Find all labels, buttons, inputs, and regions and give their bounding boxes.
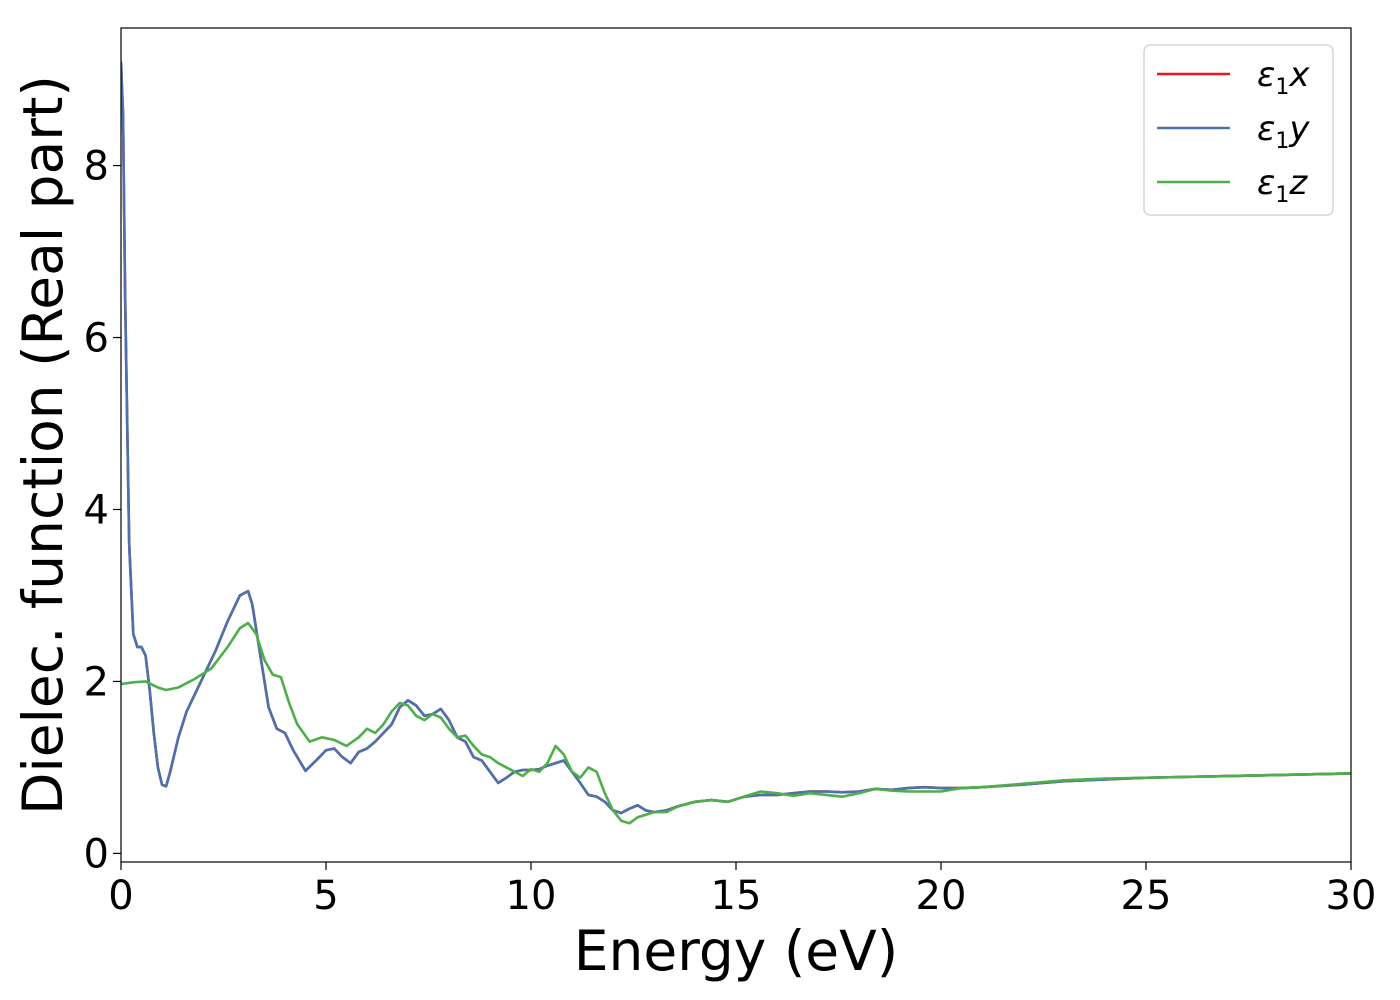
x-tick-label: 5 [313,873,338,919]
legend-label-y: ε1y [1257,109,1310,154]
series-line-z [121,621,1351,825]
y-tick-label: 2 [84,659,109,705]
y-tick-label: 4 [84,487,109,533]
legend-box [1143,44,1334,216]
y-tick-label: 0 [84,831,109,877]
y-axis-label: Dielec. function (Real part) [11,75,75,815]
y-tick-label: 8 [84,144,109,190]
legend-label-z: ε1z [1257,163,1308,208]
x-axis: 0 5 10 15 20 25 30 [108,862,1376,919]
legend: ε1x ε1y ε1z [1143,44,1334,216]
x-tick-label: 30 [1326,873,1377,919]
x-tick-label: 25 [1121,873,1172,919]
legend-label-x: ε1x [1257,55,1310,100]
x-axis-label: Energy (eV) [574,919,898,983]
y-axis: 0 2 4 6 8 [84,144,121,877]
x-tick-label: 20 [916,873,967,919]
series-layer [121,61,1351,825]
x-tick-label: 0 [108,873,133,919]
x-tick-label: 10 [506,873,557,919]
series-line-y [121,61,1351,815]
x-tick-label: 15 [711,873,762,919]
y-tick-label: 6 [84,316,109,362]
